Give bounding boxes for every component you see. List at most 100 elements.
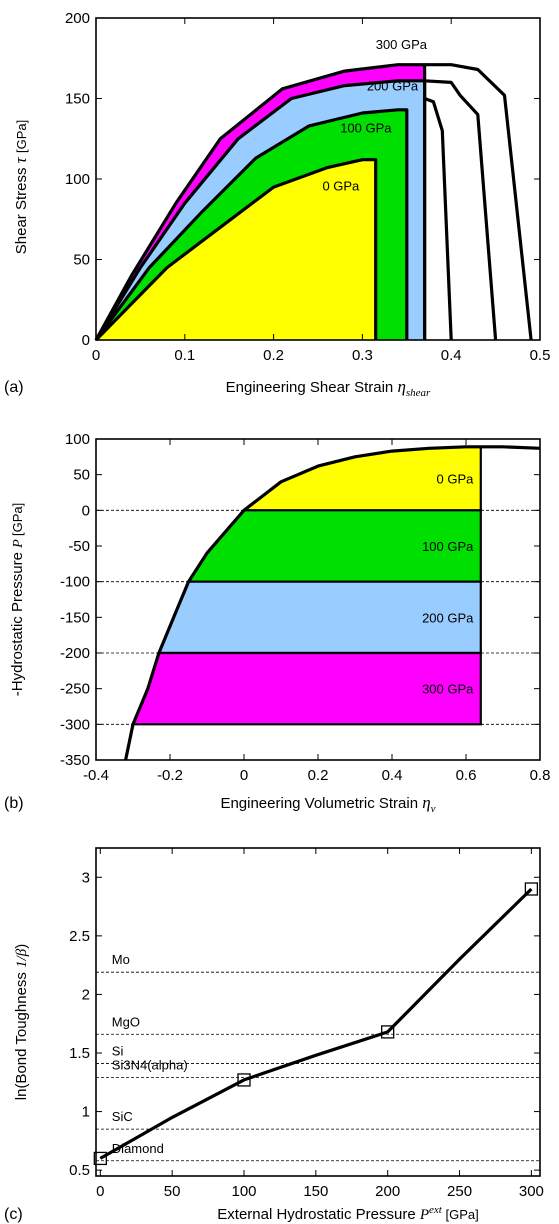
x-tick-label: 0: [240, 767, 248, 784]
y-tick-label: 50: [73, 467, 90, 484]
x-tick-label: 100: [231, 1183, 256, 1200]
x-tick-label: 0.4: [382, 767, 403, 784]
y-axis-close-paren: ): [13, 944, 30, 949]
y-tick-label: -250: [60, 681, 90, 698]
y-axis-symbol: 1/β: [14, 948, 30, 968]
y-tick-label: -200: [60, 645, 90, 662]
y-tick-label: 3: [82, 869, 90, 886]
x-tick-label: 50: [164, 1183, 181, 1200]
band-label: 0 GPa: [437, 472, 475, 487]
x-axis-symbol: η: [397, 377, 405, 396]
panel-b-chart: 0 GPa 100 GPa 200 GPa 300 GPa -0.4 -0.2 0 0.2 0.…: [4, 431, 550, 815]
x-axis-unit: [GPa]: [442, 1207, 479, 1222]
x-axis-label: Engineering Volumetric Strain ηv: [220, 793, 435, 815]
region-label: 100 GPa: [340, 120, 392, 135]
x-tick-label: 0.6: [456, 767, 477, 784]
x-tick-label: 0.4: [441, 347, 462, 364]
reference-label: SiC: [112, 1109, 133, 1124]
y-tick-label: 0: [82, 502, 90, 519]
band-label: 200 GPa: [422, 610, 474, 625]
y-tick-label: -100: [60, 574, 90, 591]
x-tick-label: 0: [96, 1183, 104, 1200]
reference-label: Si: [112, 1044, 124, 1059]
data-point-marker: [237, 1073, 251, 1087]
x-tick-label: -0.2: [157, 767, 183, 784]
y-tick-label: 2: [82, 986, 90, 1003]
y-axis-label-text: Shear Stress: [13, 163, 30, 254]
x-tick-label: 0.2: [308, 767, 329, 784]
unloading-curve-0: [424, 63, 533, 341]
panel-label: (c): [4, 1206, 23, 1223]
y-tick-label: 0: [82, 332, 90, 349]
pressure-curve: [124, 445, 541, 761]
region-label: 300 GPa: [376, 37, 428, 52]
region-label: 200 GPa: [367, 79, 419, 94]
y-tick-label: 1: [82, 1104, 90, 1121]
y-tick-label: -350: [60, 752, 90, 769]
x-tick-label: 0.8: [530, 767, 551, 784]
y-axis-label: Shear Stress τ [GPa]: [11, 120, 30, 254]
band-label: 100 GPa: [422, 539, 474, 554]
y-axis-label-text: ln(Bond Toughness: [13, 968, 30, 1100]
x-tick-label: 300: [519, 1183, 544, 1200]
band-label: 300 GPa: [422, 682, 474, 697]
x-tick-label: 0.1: [174, 347, 195, 364]
y-tick-label: 100: [65, 431, 90, 448]
y-tick-label: 200: [65, 10, 90, 27]
shear-curve-3: [94, 63, 427, 341]
y-axis-symbol: τ: [11, 153, 30, 163]
reference-label: Mo: [112, 952, 130, 967]
panel-label: (a): [4, 379, 24, 396]
shear-curve-1: [94, 108, 409, 341]
reference-label: MgO: [112, 1014, 140, 1029]
reference-label: Si3N4(alpha): [112, 1058, 188, 1073]
y-tick-label: -300: [60, 716, 90, 733]
x-axis-superscript: ext: [429, 1204, 443, 1216]
data-point-marker: [381, 1025, 395, 1039]
x-axis-label-text: Engineering Volumetric Strain: [220, 795, 422, 812]
x-axis-subscript: shear: [406, 387, 431, 399]
y-axis-label: ln(Bond Toughness 1/β): [13, 944, 30, 1100]
y-axis-label-text: -Hydrostatic Pressure: [9, 548, 26, 696]
y-tick-label: 100: [65, 171, 90, 188]
x-axis-label: Engineering Shear Strain ηshear: [226, 377, 431, 399]
y-tick-label: 0.5: [69, 1162, 90, 1179]
shear-curve-2: [94, 79, 427, 341]
y-axis-symbol: P: [11, 536, 26, 549]
panel-c-frame: [95, 847, 541, 1177]
x-tick-label: 250: [447, 1183, 472, 1200]
x-tick-label: 200: [375, 1183, 400, 1200]
y-tick-label: -150: [60, 609, 90, 626]
x-tick-label: 0: [92, 347, 100, 364]
unloading-curve-1: [424, 79, 498, 341]
panel-a-chart: 0 0.1 0.2 0.3 0.4 0.5 0 50 100 150 200 300 GPa 200 G…: [4, 10, 550, 399]
x-axis-label-text: Engineering Shear Strain: [226, 379, 398, 396]
unloading-curve-2: [424, 96, 453, 341]
y-tick-label: 150: [65, 91, 90, 108]
y-axis-unit: [GPa]: [10, 503, 25, 536]
shear-region-0: [96, 159, 376, 340]
y-tick-label: 1.5: [69, 1045, 90, 1062]
toughness-curve: [99, 887, 533, 1160]
data-point-marker: [524, 882, 539, 896]
shear-curve-0: [94, 158, 378, 342]
x-tick-label: 0.3: [352, 347, 373, 364]
data-point-marker: [93, 1151, 107, 1166]
x-tick-label: 150: [303, 1183, 328, 1200]
x-tick-label: 0.2: [263, 347, 284, 364]
y-tick-label: -50: [68, 538, 90, 555]
x-tick-label: 0.5: [530, 347, 551, 364]
x-tick-label: -0.4: [83, 767, 109, 784]
x-axis-label-text: External Hydrostatic Pressure: [217, 1206, 420, 1223]
x-axis-symbol: η: [422, 793, 430, 812]
y-tick-label: 2.5: [69, 928, 90, 945]
y-tick-label: 50: [73, 252, 90, 269]
x-axis-symbol: P: [419, 1207, 429, 1223]
x-axis-label: External Hydrostatic Pressure Pext [GPa]: [217, 1204, 478, 1223]
y-axis-label: -Hydrostatic Pressure P [GPa]: [9, 503, 26, 696]
y-axis-unit: [GPa]: [14, 120, 29, 153]
x-axis-subscript: v: [431, 803, 436, 815]
region-label: 0 GPa: [322, 178, 360, 193]
